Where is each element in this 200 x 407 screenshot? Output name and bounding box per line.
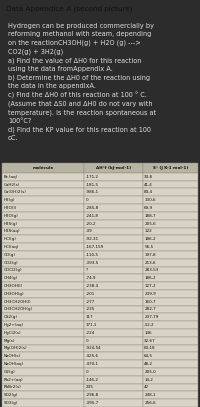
Text: Data Appendice A (second picture): Data Appendice A (second picture): [6, 6, 132, 12]
Text: Hydrogen can be produced commercially by
reforming methanol with steam, dependin: Hydrogen can be produced commercially by…: [8, 23, 156, 142]
